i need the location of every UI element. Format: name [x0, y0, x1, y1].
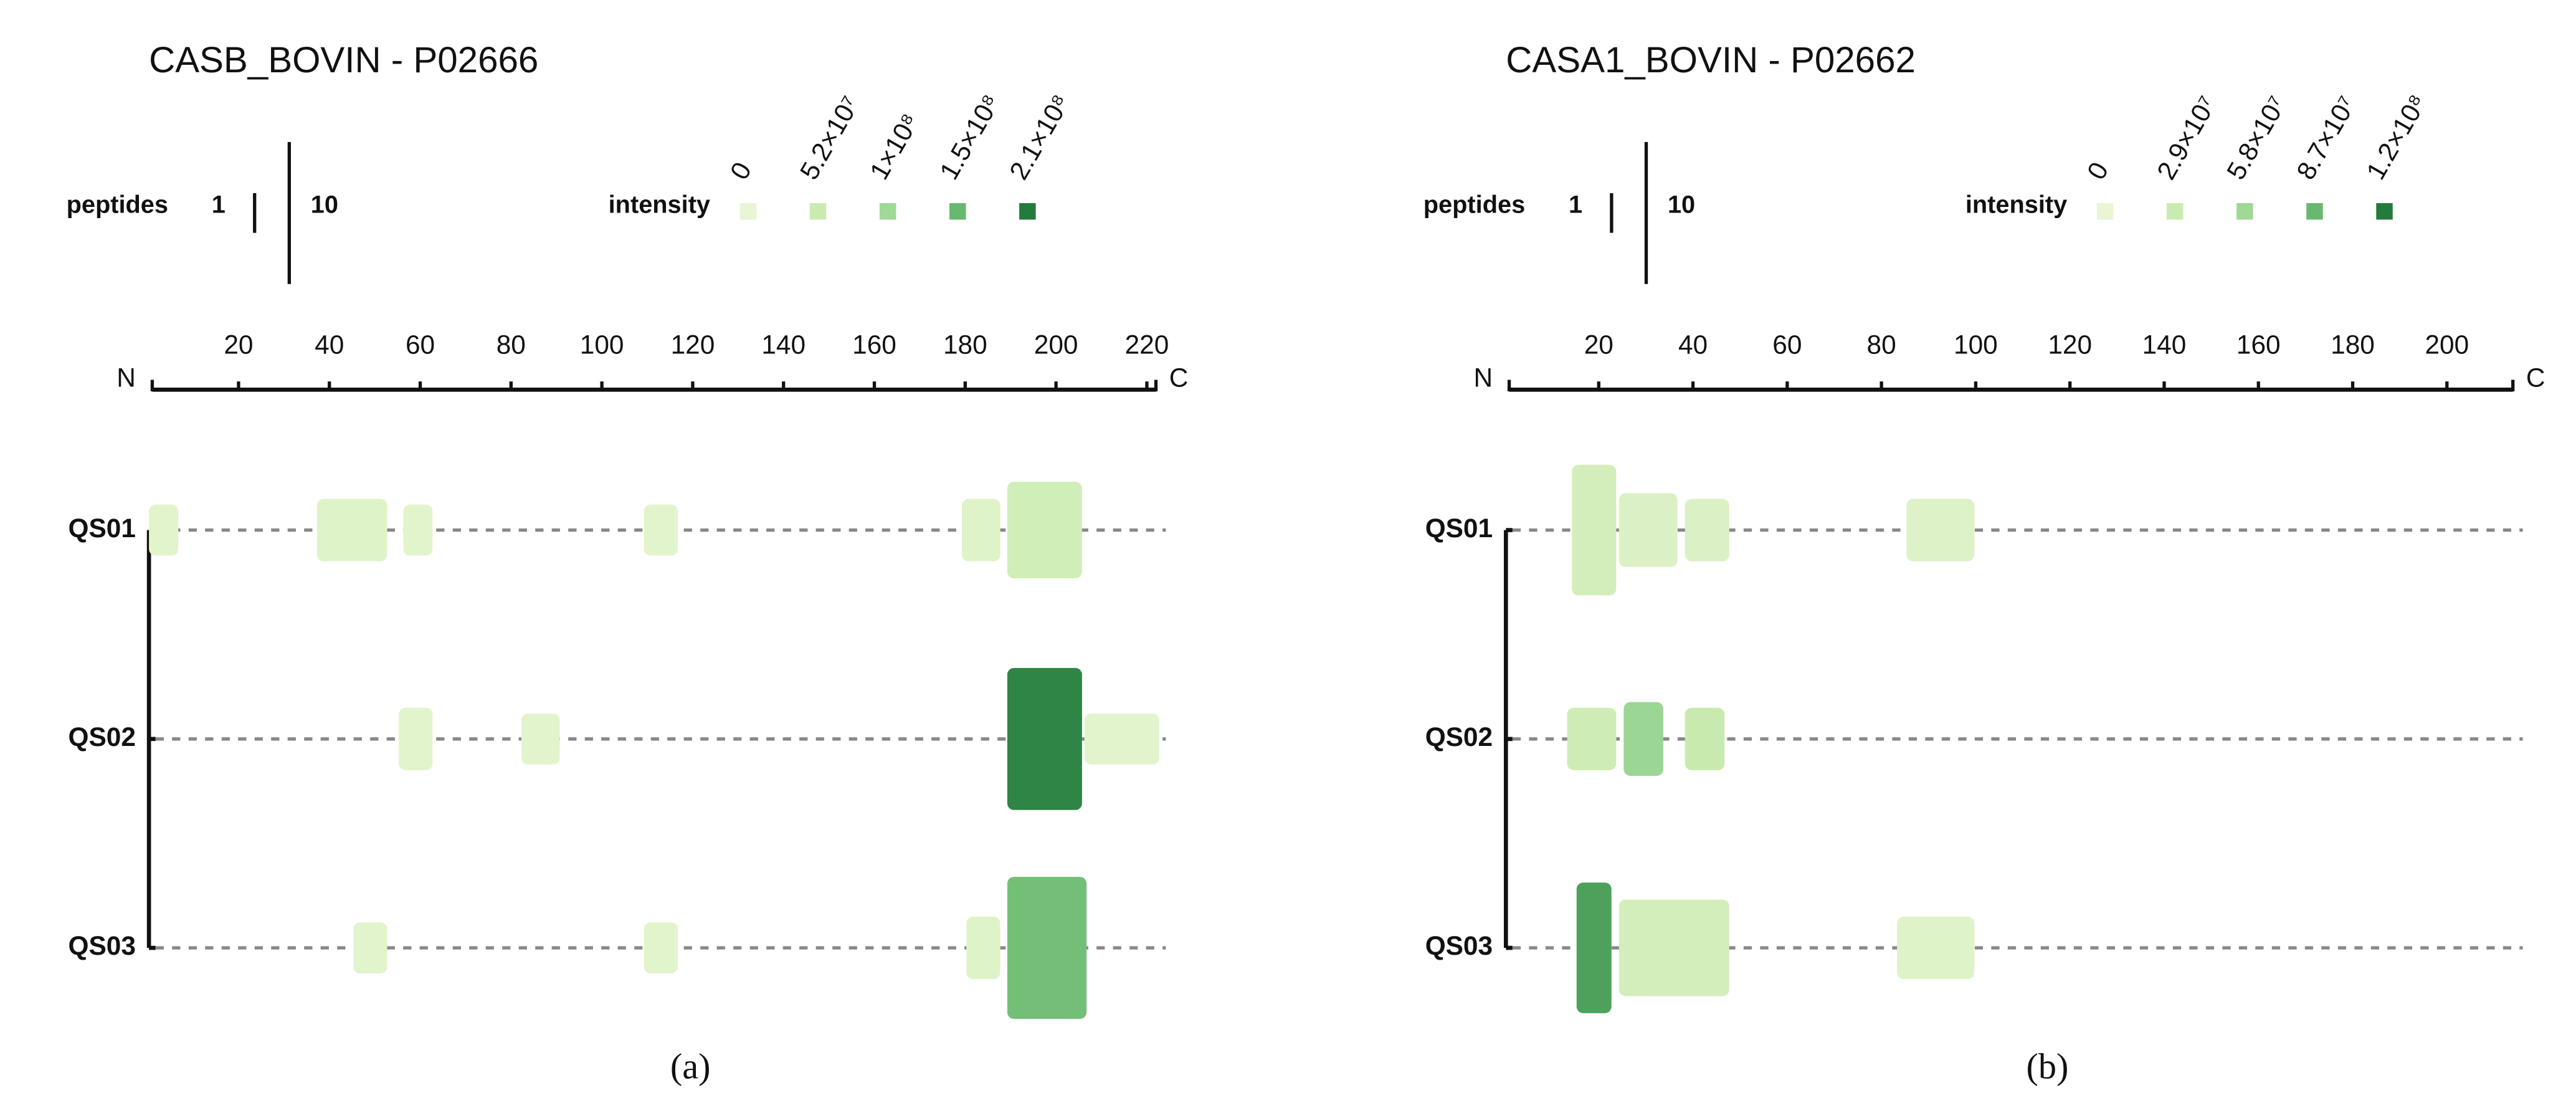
- legend-swatch: [2376, 203, 2393, 220]
- x-tick-label: 100: [1954, 330, 1998, 360]
- peptide-block: [966, 916, 1000, 980]
- legend-swatch: [2096, 203, 2114, 220]
- peptide-block: [521, 713, 560, 765]
- x-tick-label: 140: [2142, 330, 2187, 360]
- peptide-block: [962, 499, 1000, 561]
- legend-swatch: [2167, 203, 2184, 220]
- legend-tick-label: 5.2×10⁷: [794, 91, 865, 184]
- x-tick-label: 160: [852, 330, 896, 360]
- peptide-block: [1084, 713, 1159, 765]
- x-tick-label: 40: [315, 330, 344, 360]
- legend-tick-label: 2.9×10⁷: [2151, 91, 2222, 184]
- peptide-block: [1576, 882, 1612, 1013]
- peptide-block: [1685, 707, 1725, 770]
- peptide-block: [1007, 482, 1082, 579]
- axis-start-label: N: [116, 363, 136, 393]
- x-tick-label: 40: [1678, 330, 1708, 360]
- peptide-block: [1007, 877, 1087, 1019]
- sample-label: QS02: [69, 722, 136, 752]
- legend-tick-label: 10: [1668, 191, 1695, 219]
- peptide-block: [1618, 899, 1729, 996]
- panel-title: CASB_BOVIN - P02666: [149, 40, 538, 80]
- peptide-block: [1567, 707, 1617, 770]
- peptide-block: [149, 504, 179, 556]
- legend-label: peptides: [1423, 191, 1525, 219]
- peptide-block: [1897, 916, 1975, 980]
- legend-tick-label: 1.2×10⁸: [2360, 90, 2432, 184]
- peptide-block: [403, 504, 433, 556]
- legend-swatch: [739, 203, 757, 220]
- peptide-block: [1572, 464, 1617, 596]
- x-tick-label: 80: [497, 330, 526, 360]
- peptide-block: [1623, 702, 1663, 776]
- peptide-block: [644, 922, 678, 973]
- peptide-block: [1618, 493, 1678, 567]
- legend-tick-label: 8.7×10⁷: [2291, 91, 2362, 184]
- sample-label: QS02: [1425, 722, 1493, 752]
- x-tick-label: 60: [406, 330, 435, 360]
- legend-swatch: [949, 203, 966, 220]
- x-tick-label: 20: [1584, 330, 1614, 360]
- peptide-block: [399, 707, 433, 770]
- peptide-block: [353, 922, 387, 973]
- legend-tick-label: 1.5×10⁸: [934, 90, 1005, 184]
- legend-swatch: [879, 203, 896, 220]
- peptide-block: [1007, 667, 1082, 810]
- legend-tick-label: 10: [311, 191, 338, 219]
- panel-label: (a): [670, 1046, 711, 1086]
- x-tick-label: 120: [2048, 330, 2092, 360]
- legend-label: intensity: [609, 191, 710, 219]
- peptide-block: [1906, 499, 1975, 561]
- x-tick-label: 60: [1772, 330, 1802, 360]
- legend-label: peptides: [67, 191, 168, 219]
- x-tick-label: 180: [943, 330, 987, 360]
- panel-title: CASA1_BOVIN - P02662: [1506, 40, 1916, 80]
- legend-swatch: [2306, 203, 2323, 220]
- legend-tick-label: 0: [2081, 157, 2114, 184]
- sample-label: QS01: [1425, 514, 1493, 543]
- legend-swatch: [1019, 203, 1036, 220]
- sample-label: QS01: [69, 514, 136, 543]
- x-tick-label: 140: [761, 330, 806, 360]
- x-tick-label: 80: [1867, 330, 1896, 360]
- legend-swatch: [809, 203, 827, 220]
- x-tick-label: 180: [2331, 330, 2375, 360]
- panel-label: (b): [2026, 1046, 2068, 1086]
- peptide-block: [1685, 499, 1729, 561]
- legend-swatch: [2236, 203, 2253, 220]
- axis-start-label: N: [1473, 363, 1493, 393]
- peptide-block: [644, 504, 678, 556]
- sample-label: QS03: [1425, 931, 1493, 960]
- legend-label: intensity: [1965, 191, 2067, 219]
- x-tick-label: 220: [1125, 330, 1169, 360]
- x-tick-label: 160: [2236, 330, 2281, 360]
- legend-tick-label: 1×10⁸: [864, 108, 924, 184]
- x-tick-label: 120: [671, 330, 715, 360]
- x-tick-label: 200: [2425, 330, 2469, 360]
- sample-label: QS03: [69, 931, 136, 960]
- axis-end-label: C: [1169, 363, 1189, 393]
- x-tick-label: 200: [1034, 330, 1078, 360]
- legend-tick-label: 5.8×10⁷: [2221, 91, 2292, 184]
- axis-end-label: C: [2526, 363, 2545, 393]
- legend-tick-label: 1: [212, 191, 226, 219]
- x-tick-label: 20: [224, 330, 253, 360]
- legend-tick-label: 1: [1569, 191, 1582, 219]
- x-tick-label: 100: [580, 330, 624, 360]
- legend-tick-label: 0: [725, 157, 757, 184]
- peptide-block: [316, 499, 387, 561]
- legend-tick-label: 2.1×10⁸: [1004, 90, 1075, 184]
